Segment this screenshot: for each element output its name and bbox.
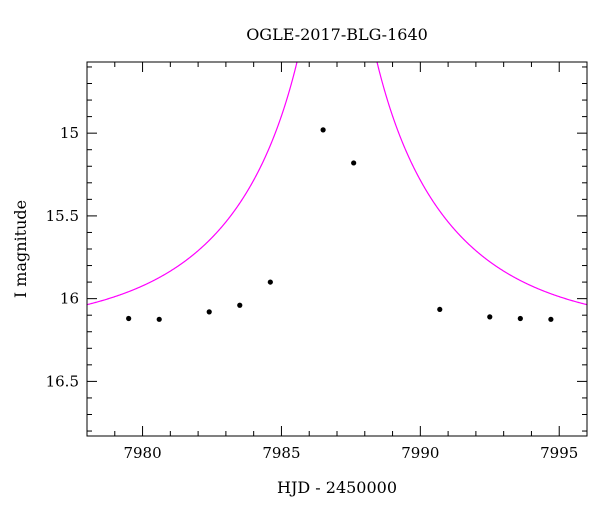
chart-title: OGLE-2017-BLG-1640 [246, 25, 428, 44]
y-tick-label: 16.5 [46, 372, 79, 390]
x-tick-label: 7995 [540, 444, 578, 462]
data-point [437, 306, 443, 313]
y-tick-label: 15.5 [46, 207, 79, 225]
data-point [320, 127, 326, 133]
y-axis-ticks [87, 66, 587, 432]
x-tick-label: 7990 [401, 444, 439, 462]
data-point [156, 316, 162, 322]
y-tick-label: 16 [60, 290, 79, 308]
data-point [351, 160, 357, 166]
data-point [267, 279, 273, 285]
x-tick-label: 7980 [123, 444, 161, 462]
x-axis-ticks [86, 62, 588, 436]
data-point [487, 314, 493, 320]
data-point [206, 309, 212, 315]
y-tick-label: 15 [60, 124, 79, 142]
data-point [548, 316, 554, 322]
model-curve [87, 62, 587, 306]
data-point [126, 315, 132, 322]
plot-frame [86, 61, 588, 437]
data-point [517, 315, 523, 322]
y-axis-tick-labels: 15 15.5 16 16.5 [46, 124, 79, 390]
x-axis-tick-labels: 7980 7985 7990 7995 [123, 444, 578, 462]
data-points [126, 127, 554, 322]
x-axis-label: HJD - 2450000 [277, 478, 397, 497]
x-tick-label: 7985 [262, 444, 300, 462]
y-axis-label: I magnitude [11, 200, 30, 298]
data-point [237, 302, 243, 308]
